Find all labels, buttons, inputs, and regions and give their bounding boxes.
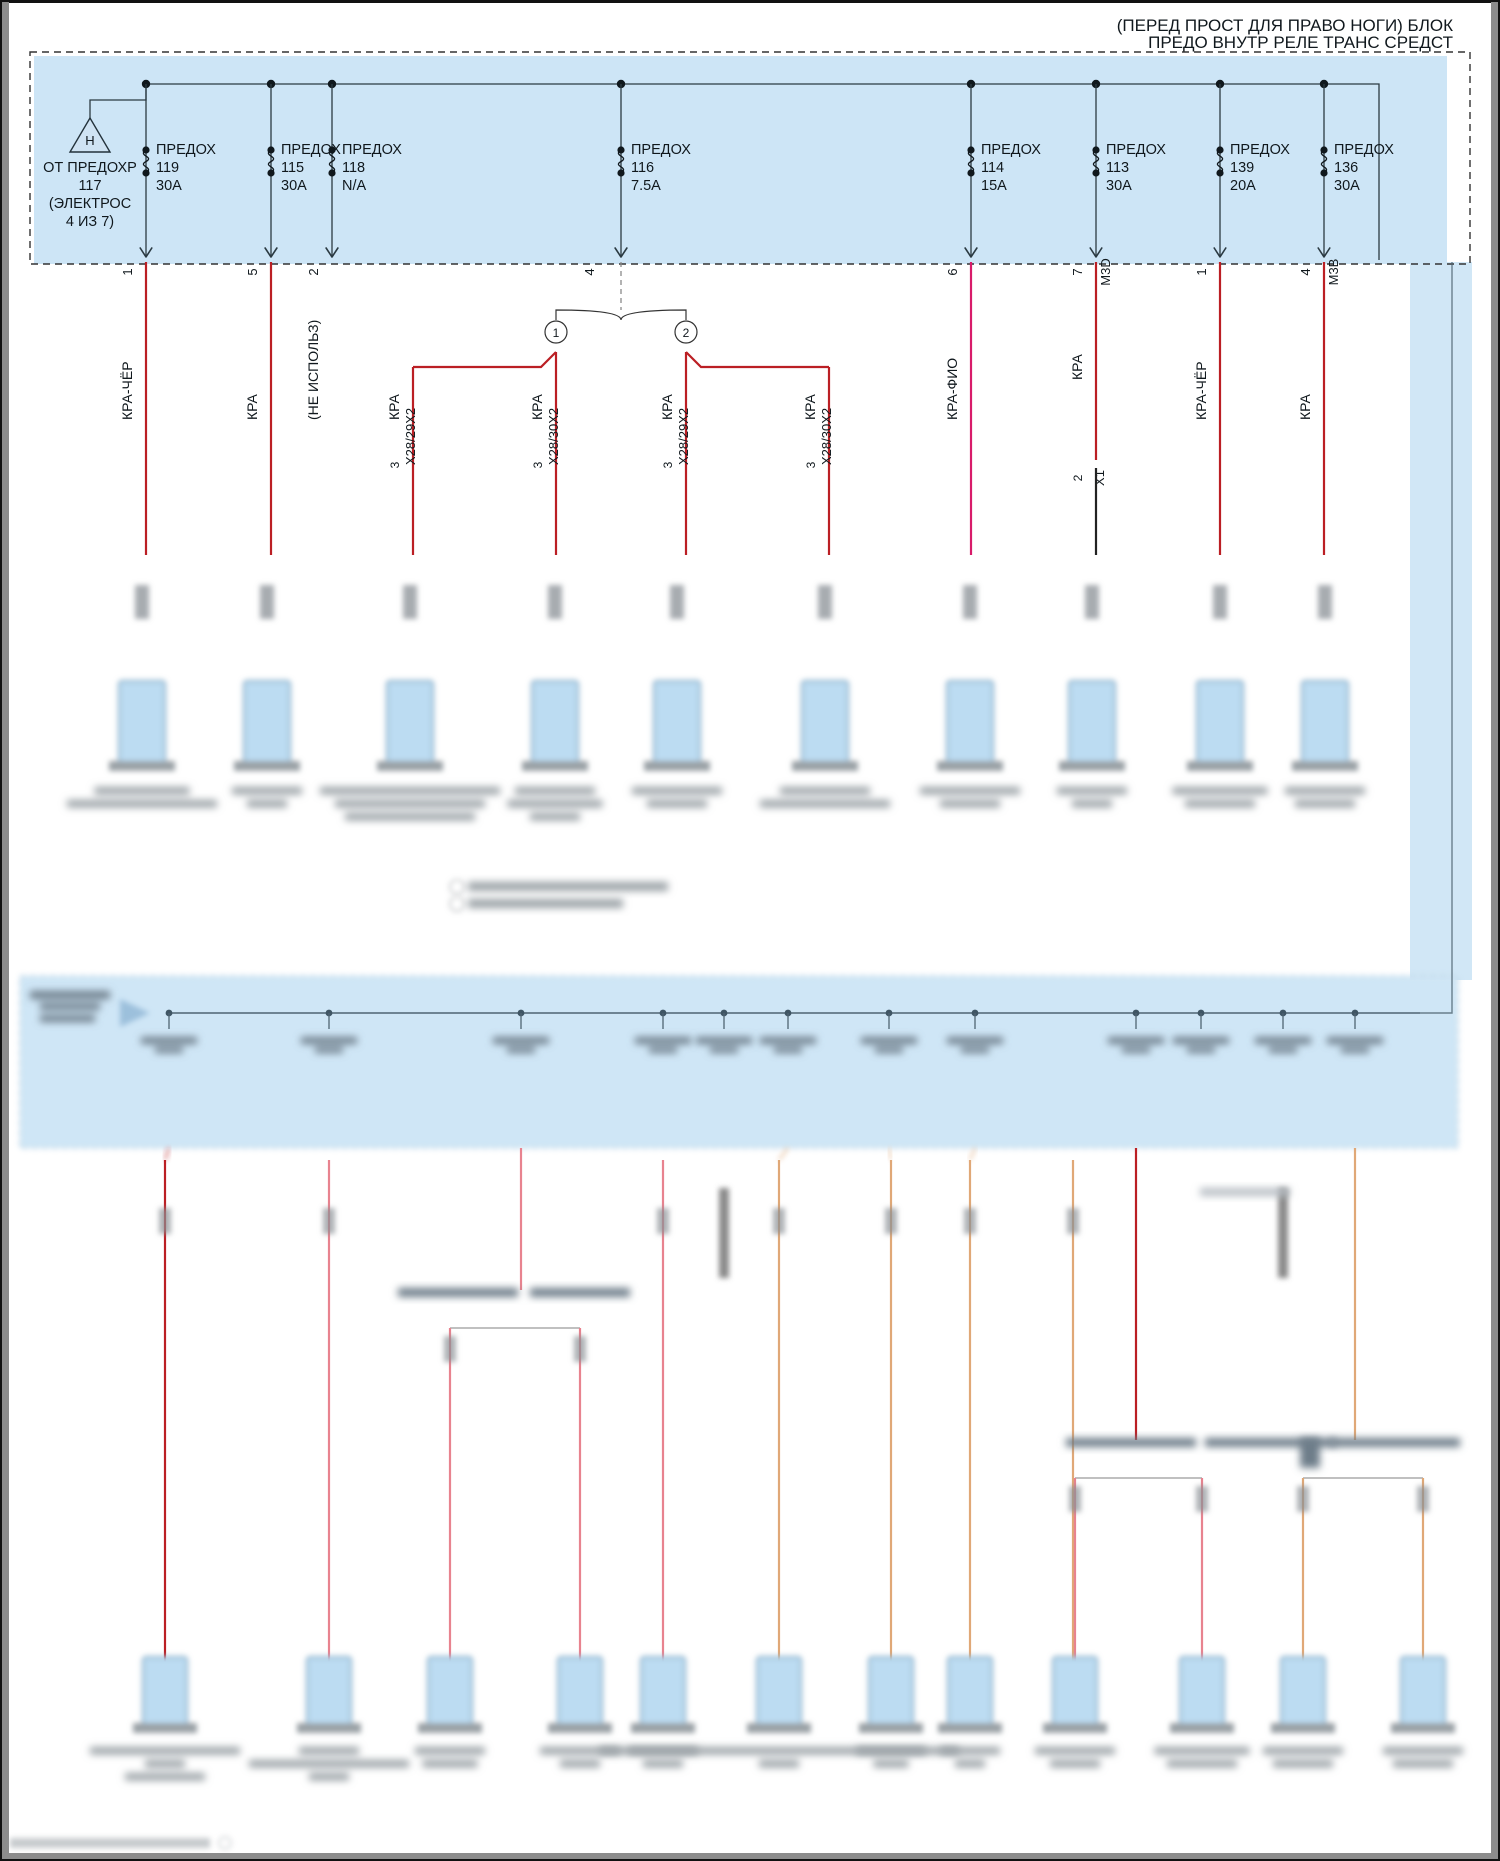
svg-text:КРА-ЧЁР: КРА-ЧЁР — [1193, 361, 1209, 420]
svg-text:4 ИЗ 7): 4 ИЗ 7) — [66, 214, 114, 230]
svg-text:114: 114 — [981, 160, 1004, 176]
svg-text:1: 1 — [553, 326, 560, 340]
svg-text:ПРЕДОХ: ПРЕДОХ — [1334, 142, 1394, 158]
svg-text:116: 116 — [631, 160, 654, 176]
svg-text:3: 3 — [531, 461, 545, 468]
svg-text:139: 139 — [1230, 160, 1254, 176]
svg-text:КРА: КРА — [1069, 353, 1085, 380]
svg-text:X28/30X2: X28/30X2 — [546, 408, 561, 465]
svg-text:КРА-ЧЁР: КРА-ЧЁР — [119, 361, 135, 420]
svg-text:ПРЕДОХ: ПРЕДОХ — [631, 142, 691, 158]
svg-text:3: 3 — [388, 461, 402, 468]
svg-text:M3D: M3D — [1098, 258, 1113, 285]
svg-text:ОТ ПРЕДОХР: ОТ ПРЕДОХР — [43, 160, 137, 176]
svg-text:113: 113 — [1106, 160, 1129, 176]
svg-text:КРА-ФИО: КРА-ФИО — [944, 358, 960, 420]
svg-text:(НЕ ИСПОЛЬЗ): (НЕ ИСПОЛЬЗ) — [305, 320, 321, 420]
svg-text:ПРЕДОХ: ПРЕДОХ — [1106, 142, 1166, 158]
svg-text:30A: 30A — [1106, 178, 1132, 194]
svg-text:4: 4 — [1298, 268, 1313, 275]
svg-text:КРА: КРА — [529, 393, 545, 420]
svg-text:30A: 30A — [156, 178, 182, 194]
svg-text:КРА: КРА — [802, 393, 818, 420]
svg-text:1: 1 — [120, 268, 135, 275]
svg-text:7.5A: 7.5A — [631, 178, 661, 194]
svg-text:3: 3 — [804, 461, 818, 468]
svg-text:136: 136 — [1334, 160, 1358, 176]
svg-text:X28/29X2: X28/29X2 — [676, 408, 691, 465]
svg-text:ПРЕДОХ: ПРЕДОХ — [156, 142, 216, 158]
svg-text:ПРЕДО ВНУТР РЕЛЕ ТРАНС СРЕДСТ: ПРЕДО ВНУТР РЕЛЕ ТРАНС СРЕДСТ — [1148, 33, 1453, 52]
svg-text:15A: 15A — [981, 178, 1007, 194]
svg-text:ПРЕДОХ: ПРЕДОХ — [342, 142, 402, 158]
svg-text:X28/30X2: X28/30X2 — [819, 408, 834, 465]
svg-text:2: 2 — [306, 268, 321, 275]
svg-text:4: 4 — [582, 268, 597, 275]
svg-text:7: 7 — [1070, 268, 1085, 275]
svg-text:M3B: M3B — [1326, 259, 1341, 286]
svg-text:30A: 30A — [1334, 178, 1360, 194]
svg-text:ПРЕДОХ: ПРЕДОХ — [1230, 142, 1290, 158]
svg-text:20A: 20A — [1230, 178, 1256, 194]
svg-text:117: 117 — [78, 178, 101, 194]
svg-text:2: 2 — [1071, 474, 1085, 481]
svg-text:1: 1 — [1194, 268, 1209, 275]
svg-text:30A: 30A — [281, 178, 307, 194]
svg-text:КРА: КРА — [1297, 393, 1313, 420]
svg-text:X1: X1 — [1092, 470, 1107, 486]
svg-text:(ЭЛЕКТРОС: (ЭЛЕКТРОС — [49, 196, 131, 212]
svg-text:X28/29X2: X28/29X2 — [403, 408, 418, 465]
svg-text:5: 5 — [245, 268, 260, 275]
svg-text:119: 119 — [156, 160, 179, 176]
svg-text:118: 118 — [342, 160, 365, 176]
svg-text:2: 2 — [683, 326, 690, 340]
svg-text:КРА: КРА — [386, 393, 402, 420]
svg-text:6: 6 — [945, 268, 960, 275]
svg-text:115: 115 — [281, 160, 304, 176]
svg-text:3: 3 — [661, 461, 675, 468]
svg-text:КРА: КРА — [244, 393, 260, 420]
svg-text:ПРЕДОХ: ПРЕДОХ — [981, 142, 1041, 158]
svg-text:КРА: КРА — [659, 393, 675, 420]
svg-text:H: H — [85, 133, 94, 148]
svg-text:N/A: N/A — [342, 178, 367, 194]
